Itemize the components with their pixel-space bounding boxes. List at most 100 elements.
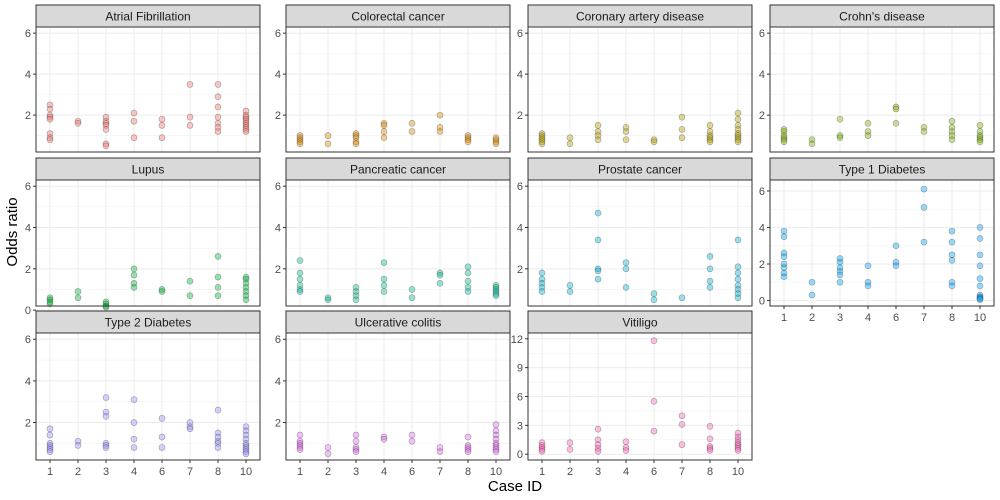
data-point	[948, 227, 956, 235]
data-point	[214, 93, 222, 100]
data-point	[46, 130, 54, 137]
y-tick-label: 2	[517, 264, 523, 276]
data-point	[492, 290, 500, 297]
data-point	[594, 445, 602, 452]
panel-atrial-fibrillation: Atrial Fibrillation 2 4 6	[25, 4, 261, 153]
data-point	[102, 298, 110, 306]
panel-title: Type 2 Diabetes	[105, 316, 192, 330]
data-point	[538, 140, 546, 148]
data-point	[130, 109, 138, 117]
data-point	[352, 138, 360, 146]
data-point	[464, 444, 472, 451]
x-tick-label: 3	[837, 312, 843, 324]
data-point	[892, 120, 900, 127]
panel-border	[769, 26, 995, 153]
data-point	[464, 138, 472, 146]
data-point	[976, 128, 984, 135]
data-point	[492, 446, 500, 453]
data-point	[214, 292, 222, 299]
data-point	[464, 448, 472, 455]
x-tick-label: 4	[623, 466, 629, 478]
y-tick-label: 2	[25, 418, 31, 430]
data-point	[436, 279, 444, 287]
data-point	[734, 294, 742, 302]
x-tick-label: 6	[651, 466, 657, 478]
data-point	[706, 265, 714, 273]
data-point	[158, 415, 166, 422]
data-point	[706, 435, 714, 443]
data-point	[242, 444, 250, 451]
data-point	[622, 259, 630, 266]
data-point	[296, 138, 304, 146]
data-point	[74, 442, 82, 449]
data-point	[296, 269, 304, 277]
data-point	[594, 436, 602, 444]
data-point	[780, 227, 788, 235]
data-point	[864, 262, 872, 270]
data-point	[594, 265, 602, 273]
data-point	[492, 444, 500, 451]
y-tick-label: 0	[25, 305, 31, 317]
data-point	[46, 448, 54, 455]
data-point	[214, 440, 222, 447]
data-point	[464, 284, 472, 291]
data-point	[948, 251, 956, 259]
data-point	[734, 115, 742, 123]
data-point	[734, 441, 742, 448]
data-point	[130, 284, 138, 291]
panel-background	[770, 180, 994, 306]
data-point	[734, 436, 742, 444]
data-point	[102, 444, 110, 451]
data-point	[836, 268, 844, 275]
data-point	[948, 238, 956, 246]
data-point	[352, 296, 360, 304]
data-point	[650, 136, 658, 144]
data-point	[706, 128, 714, 135]
data-point	[408, 294, 416, 302]
data-point	[622, 447, 630, 454]
data-point	[46, 105, 54, 113]
data-point	[102, 408, 110, 416]
data-point	[892, 262, 900, 270]
data-point	[186, 419, 194, 426]
data-point	[650, 398, 658, 405]
data-point	[808, 140, 816, 148]
data-point	[780, 126, 788, 133]
data-point	[566, 140, 574, 148]
data-point	[130, 279, 138, 287]
data-point	[920, 238, 928, 246]
data-point	[976, 282, 984, 290]
data-point	[706, 423, 714, 430]
data-point	[352, 134, 360, 141]
data-point	[186, 425, 194, 433]
y-tick-label: 6	[517, 28, 523, 40]
panel-background	[286, 180, 510, 306]
data-point	[242, 273, 250, 281]
data-point	[622, 284, 630, 291]
data-point	[214, 124, 222, 131]
data-point	[734, 134, 742, 141]
data-point	[622, 136, 630, 144]
data-point	[380, 288, 388, 295]
x-tick-label: 8	[707, 466, 713, 478]
data-point	[594, 267, 602, 275]
data-point	[214, 103, 222, 111]
data-point	[130, 444, 138, 451]
data-point	[352, 444, 360, 451]
data-point	[678, 294, 686, 302]
data-point	[242, 128, 250, 135]
panel-background	[528, 180, 752, 306]
y-tick-label: 6	[25, 181, 31, 193]
data-point	[46, 442, 54, 449]
data-point	[296, 134, 304, 141]
data-point	[242, 117, 250, 125]
panel-coronary-artery-disease: Coronary artery disease 2 4 6	[517, 4, 753, 153]
data-point	[836, 255, 844, 262]
y-tick-label: 6	[25, 334, 31, 346]
data-point	[492, 288, 500, 295]
data-point	[678, 421, 686, 428]
data-point	[566, 282, 574, 289]
data-point	[214, 433, 222, 441]
data-point	[492, 427, 500, 435]
y-tick-label: 0	[759, 296, 765, 308]
